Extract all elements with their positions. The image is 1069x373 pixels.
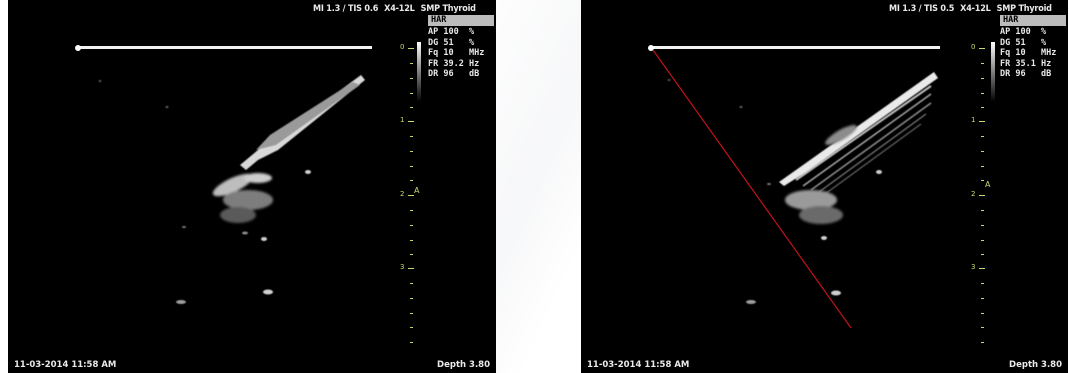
header-info: MI 1.3 / TIS 0.5 X4-12L SMP Thyroid [889, 4, 1052, 14]
param-row: DR 96 dB [428, 69, 480, 79]
param-row: AP 100 % [1000, 27, 1047, 37]
needle-echo-right [779, 72, 938, 195]
param-row: AP 100 % [428, 27, 475, 37]
param-row: Fq 10 MHz [428, 48, 485, 58]
needle-echo-left [240, 75, 365, 170]
timestamp: 11-03-2014 11:58 AM [587, 360, 690, 370]
depth-readout: Depth 3.80 [437, 360, 490, 370]
tissue-speckle-right [785, 125, 857, 224]
focus-marker: A [985, 180, 991, 189]
header-info: MI 1.3 / TIS 0.6 X4-12L SMP Thyroid [313, 4, 476, 14]
depth-readout: Depth 3.80 [1009, 360, 1062, 370]
param-row: DG 51 % [428, 37, 475, 48]
imaging-parameters: HAR AP 100 % DG 51 % Fq 10 MHz FR 35.1 H… [1000, 15, 1068, 80]
needle-guide-line [652, 49, 852, 329]
transducer-surface-line [650, 46, 940, 49]
imaging-parameters: HAR AP 100 % DG 51 % Fq 10 MHz FR 39.2 H… [428, 15, 496, 80]
ultrasound-image-left [75, 45, 372, 304]
param-row: FR 39.2 Hz [428, 58, 480, 69]
param-row: Fq 10 MHz [1000, 48, 1057, 58]
tissue-speckle-left [212, 173, 273, 223]
mode-label: HAR [428, 15, 494, 26]
grayscale-bar [991, 42, 995, 102]
grayscale-bar [417, 42, 421, 102]
ultrasound-image-right [648, 45, 940, 329]
param-row: DG 51 % [1000, 37, 1047, 48]
mode-label: HAR [1000, 15, 1066, 26]
focus-marker: A [414, 186, 420, 195]
timestamp: 11-03-2014 11:58 AM [14, 360, 117, 370]
transducer-surface-line [76, 46, 372, 49]
ultrasound-panel-left: MI 1.3 / TIS 0.6 X4-12L SMP Thyroid 0 1 2 … [8, 0, 496, 373]
ultrasound-panel-right: MI 1.3 / TIS 0.5 X4-12L SMP Thyroid 0 1 2 … [581, 0, 1068, 373]
param-row: FR 35.1 Hz [1000, 58, 1052, 69]
param-row: DR 96 dB [1000, 69, 1052, 79]
